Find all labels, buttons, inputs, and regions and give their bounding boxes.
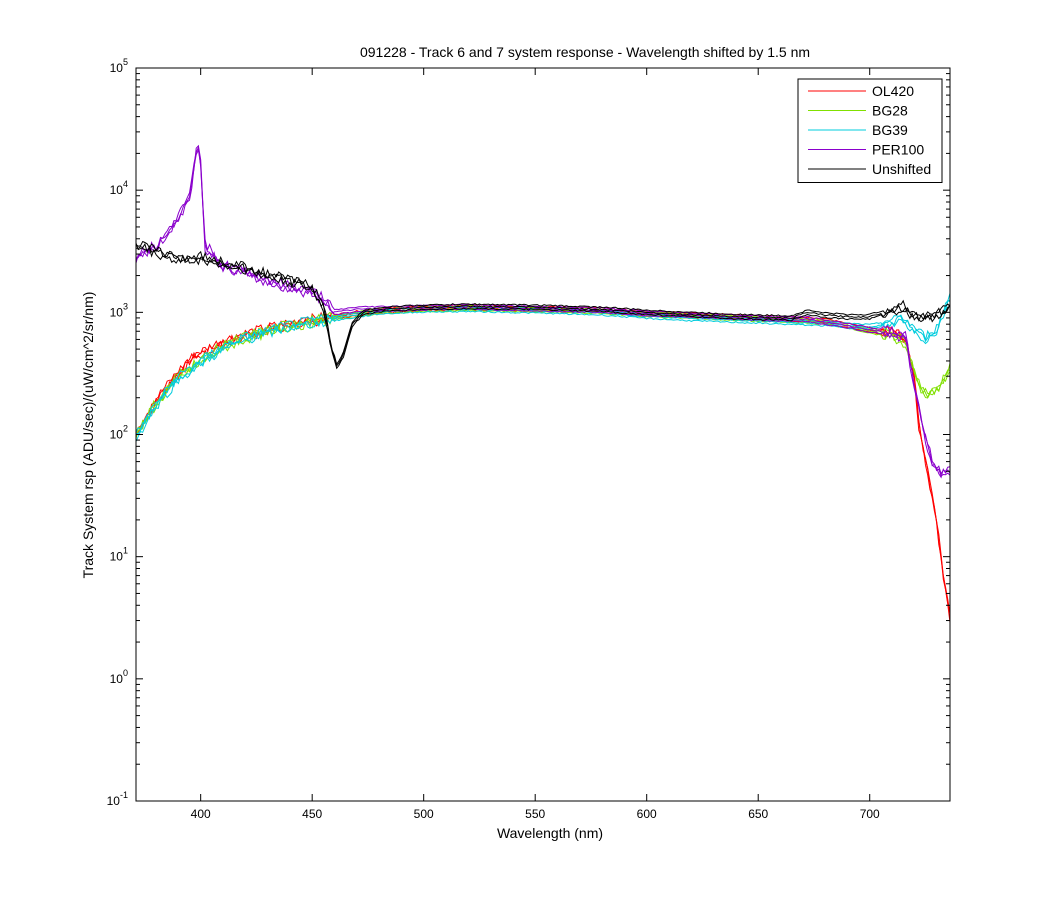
series-line-4-trace-1 xyxy=(135,240,951,366)
x-axis: 400 450 500 550 600 650 700 xyxy=(191,68,880,821)
x-tick-label: 450 xyxy=(302,807,322,821)
series-line-2-trace-1 xyxy=(135,293,951,433)
series-line-2-trace-2 xyxy=(135,300,951,442)
series-line-4-trace-0 xyxy=(135,242,951,368)
y-tick-label: 100 xyxy=(110,668,128,686)
legend-label: BG28 xyxy=(872,103,908,119)
y-axis: 10-1 100 101 102 103 104 105 xyxy=(107,57,950,808)
x-tick-label: 600 xyxy=(637,807,657,821)
x-tick-label: 700 xyxy=(860,807,880,821)
series-line-0-trace-1 xyxy=(135,304,951,615)
series-line-4-trace-2 xyxy=(135,242,951,370)
series-line-3-trace-0 xyxy=(135,145,951,479)
legend-label: OL420 xyxy=(872,83,914,99)
y-axis-label: Track System rsp (ADU/sec)/(uW/cm^2/sr/n… xyxy=(80,292,96,579)
legend-label: Unshifted xyxy=(872,161,931,177)
legend-label: PER100 xyxy=(872,142,924,158)
y-tick-label: 105 xyxy=(110,57,128,75)
x-tick-label: 400 xyxy=(191,807,211,821)
chart-title: 091228 - Track 6 and 7 system response -… xyxy=(360,44,810,60)
series-line-0-trace-2 xyxy=(135,308,951,623)
legend: OL420 BG28 BG39 PER100 Unshifted xyxy=(797,78,943,183)
x-tick-label: 500 xyxy=(414,807,434,821)
x-tick-label: 550 xyxy=(525,807,545,821)
legend-label: BG39 xyxy=(872,122,908,138)
legend-box xyxy=(797,78,943,183)
y-tick-label: 10-1 xyxy=(107,790,128,808)
y-tick-label: 102 xyxy=(110,424,128,442)
series-line-1-trace-0 xyxy=(135,306,951,437)
series-line-3-trace-2 xyxy=(135,148,951,477)
y-tick-label: 103 xyxy=(110,301,128,319)
x-axis-label: Wavelength (nm) xyxy=(497,825,603,841)
y-tick-label: 104 xyxy=(110,179,128,197)
plot-lines xyxy=(135,144,951,623)
series-line-0-trace-0 xyxy=(135,306,951,614)
x-tick-label: 650 xyxy=(748,807,768,821)
y-tick-label: 101 xyxy=(110,546,128,564)
